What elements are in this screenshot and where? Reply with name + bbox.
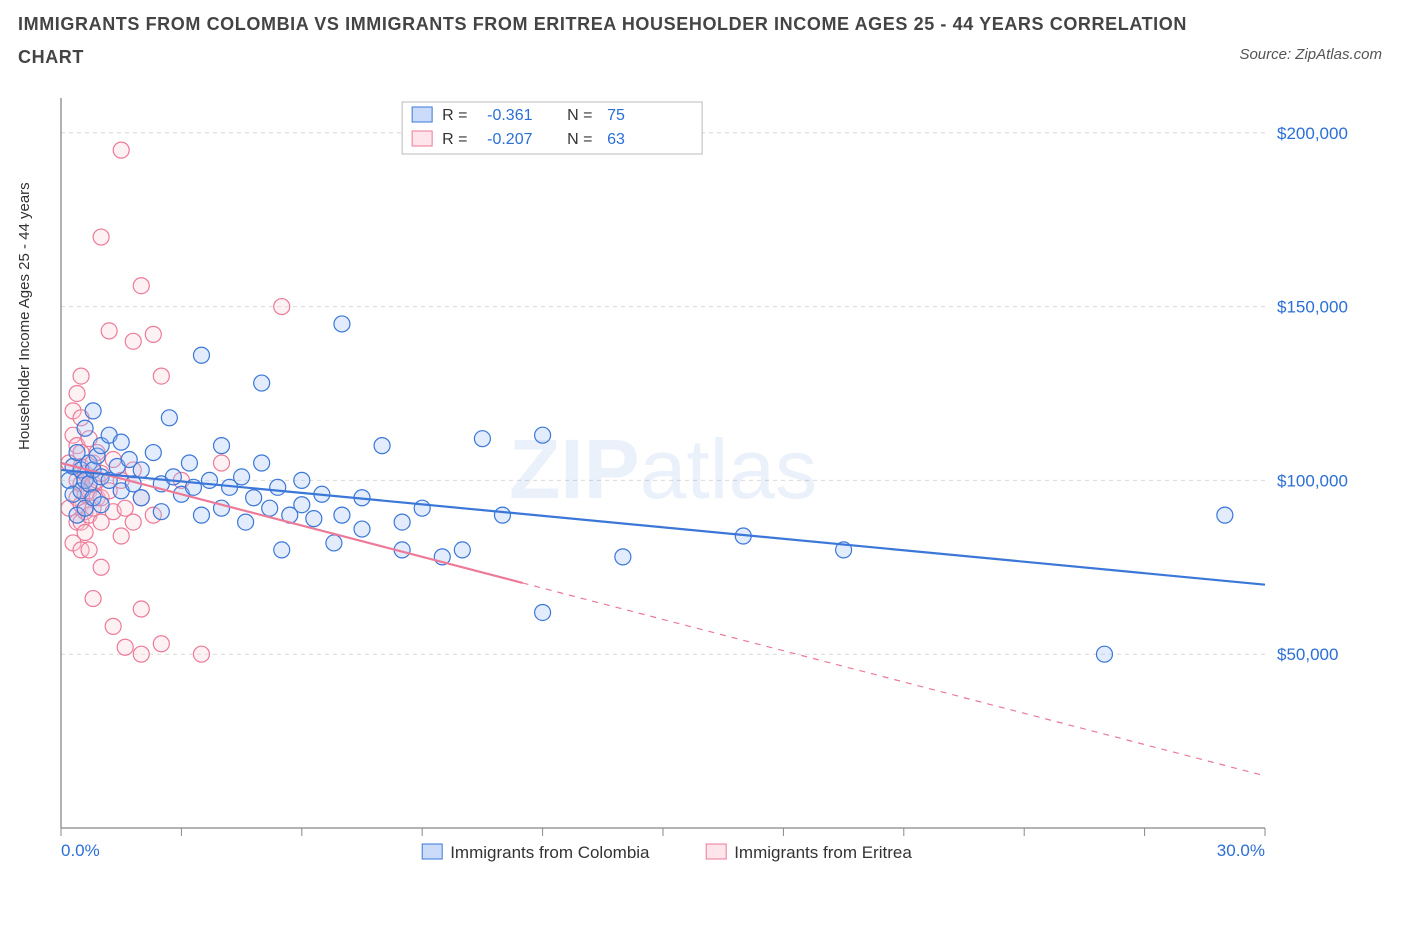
data-point [113,434,129,450]
data-point [81,542,97,558]
data-point [93,559,109,575]
watermark: ZIPatlas [509,422,817,516]
data-point [77,525,93,541]
y-tick-label: $100,000 [1277,471,1348,490]
legend-r-value: -0.207 [487,131,532,148]
legend-swatch [412,107,432,122]
title-line-1: IMMIGRANTS FROM COLOMBIA VS IMMIGRANTS F… [18,14,1388,35]
data-point [117,500,133,516]
source-attribution: Source: ZipAtlas.com [1239,46,1382,63]
footer-legend-label: Immigrants from Eritrea [734,843,912,862]
data-point [201,472,217,488]
x-min-label: 0.0% [61,841,100,860]
data-point [93,497,109,513]
data-point [334,316,350,332]
data-point [181,455,197,471]
data-point [254,455,270,471]
data-point [214,438,230,454]
data-point [274,299,290,315]
data-point [145,326,161,342]
data-point [615,549,631,565]
legend-r-label: R = [442,107,467,124]
data-point [85,403,101,419]
x-max-label: 30.0% [1217,841,1265,860]
data-point [294,472,310,488]
data-point [193,507,209,523]
data-point [1217,507,1233,523]
data-point [69,385,85,401]
y-tick-label: $200,000 [1277,124,1348,143]
data-point [161,410,177,426]
chart-area: $50,000 $100,000 $150,000 $200,000 ZIPatlas 0… [55,88,1375,878]
legend-r-label: R = [442,131,467,148]
y-tick-label: $150,000 [1277,298,1348,317]
y-axis-label: Householder Income Ages 25 - 44 years [16,182,33,450]
data-point [274,542,290,558]
data-point [85,591,101,607]
legend-n-label: N = [567,107,592,124]
data-point [125,333,141,349]
data-point [494,507,510,523]
data-point [125,514,141,530]
data-point [306,511,322,527]
chart-title: IMMIGRANTS FROM COLOMBIA VS IMMIGRANTS F… [18,14,1388,68]
footer-legend-label: Immigrants from Colombia [450,843,650,862]
legend-n-value: 63 [607,131,625,148]
data-point [394,514,410,530]
data-point [133,646,149,662]
footer-legend-swatch [422,844,442,859]
data-point [101,323,117,339]
trend-line-dashed [523,583,1265,776]
data-point [105,618,121,634]
data-point [474,431,490,447]
data-point [294,497,310,513]
data-point [193,646,209,662]
legend-r-value: -0.361 [487,107,532,124]
data-point [326,535,342,551]
data-point [133,278,149,294]
data-point [1096,646,1112,662]
data-point [117,639,133,655]
data-point [454,542,470,558]
data-point [254,375,270,391]
data-point [77,420,93,436]
data-point [153,368,169,384]
data-point [133,490,149,506]
title-line-2: CHART [18,47,1388,68]
footer-legend-swatch [706,844,726,859]
data-point [414,500,430,516]
data-point [113,142,129,158]
legend-swatch [412,131,432,146]
data-point [165,469,181,485]
data-point [153,504,169,520]
legend-n-label: N = [567,131,592,148]
legend-n-value: 75 [607,107,625,124]
data-point [246,490,262,506]
data-point [214,455,230,471]
data-point [262,500,278,516]
data-point [153,636,169,652]
y-tick-label: $50,000 [1277,645,1338,664]
data-point [334,507,350,523]
data-point [270,479,286,495]
data-point [93,229,109,245]
data-point [145,445,161,461]
data-point [193,347,209,363]
data-point [113,528,129,544]
data-point [238,514,254,530]
data-point [234,469,250,485]
scatter-plot-svg: $50,000 $100,000 $150,000 $200,000 ZIPatlas 0… [55,88,1375,878]
data-point [535,427,551,443]
data-point [73,368,89,384]
data-point [133,601,149,617]
data-point [535,604,551,620]
data-point [374,438,390,454]
data-point [133,462,149,478]
data-point [354,521,370,537]
